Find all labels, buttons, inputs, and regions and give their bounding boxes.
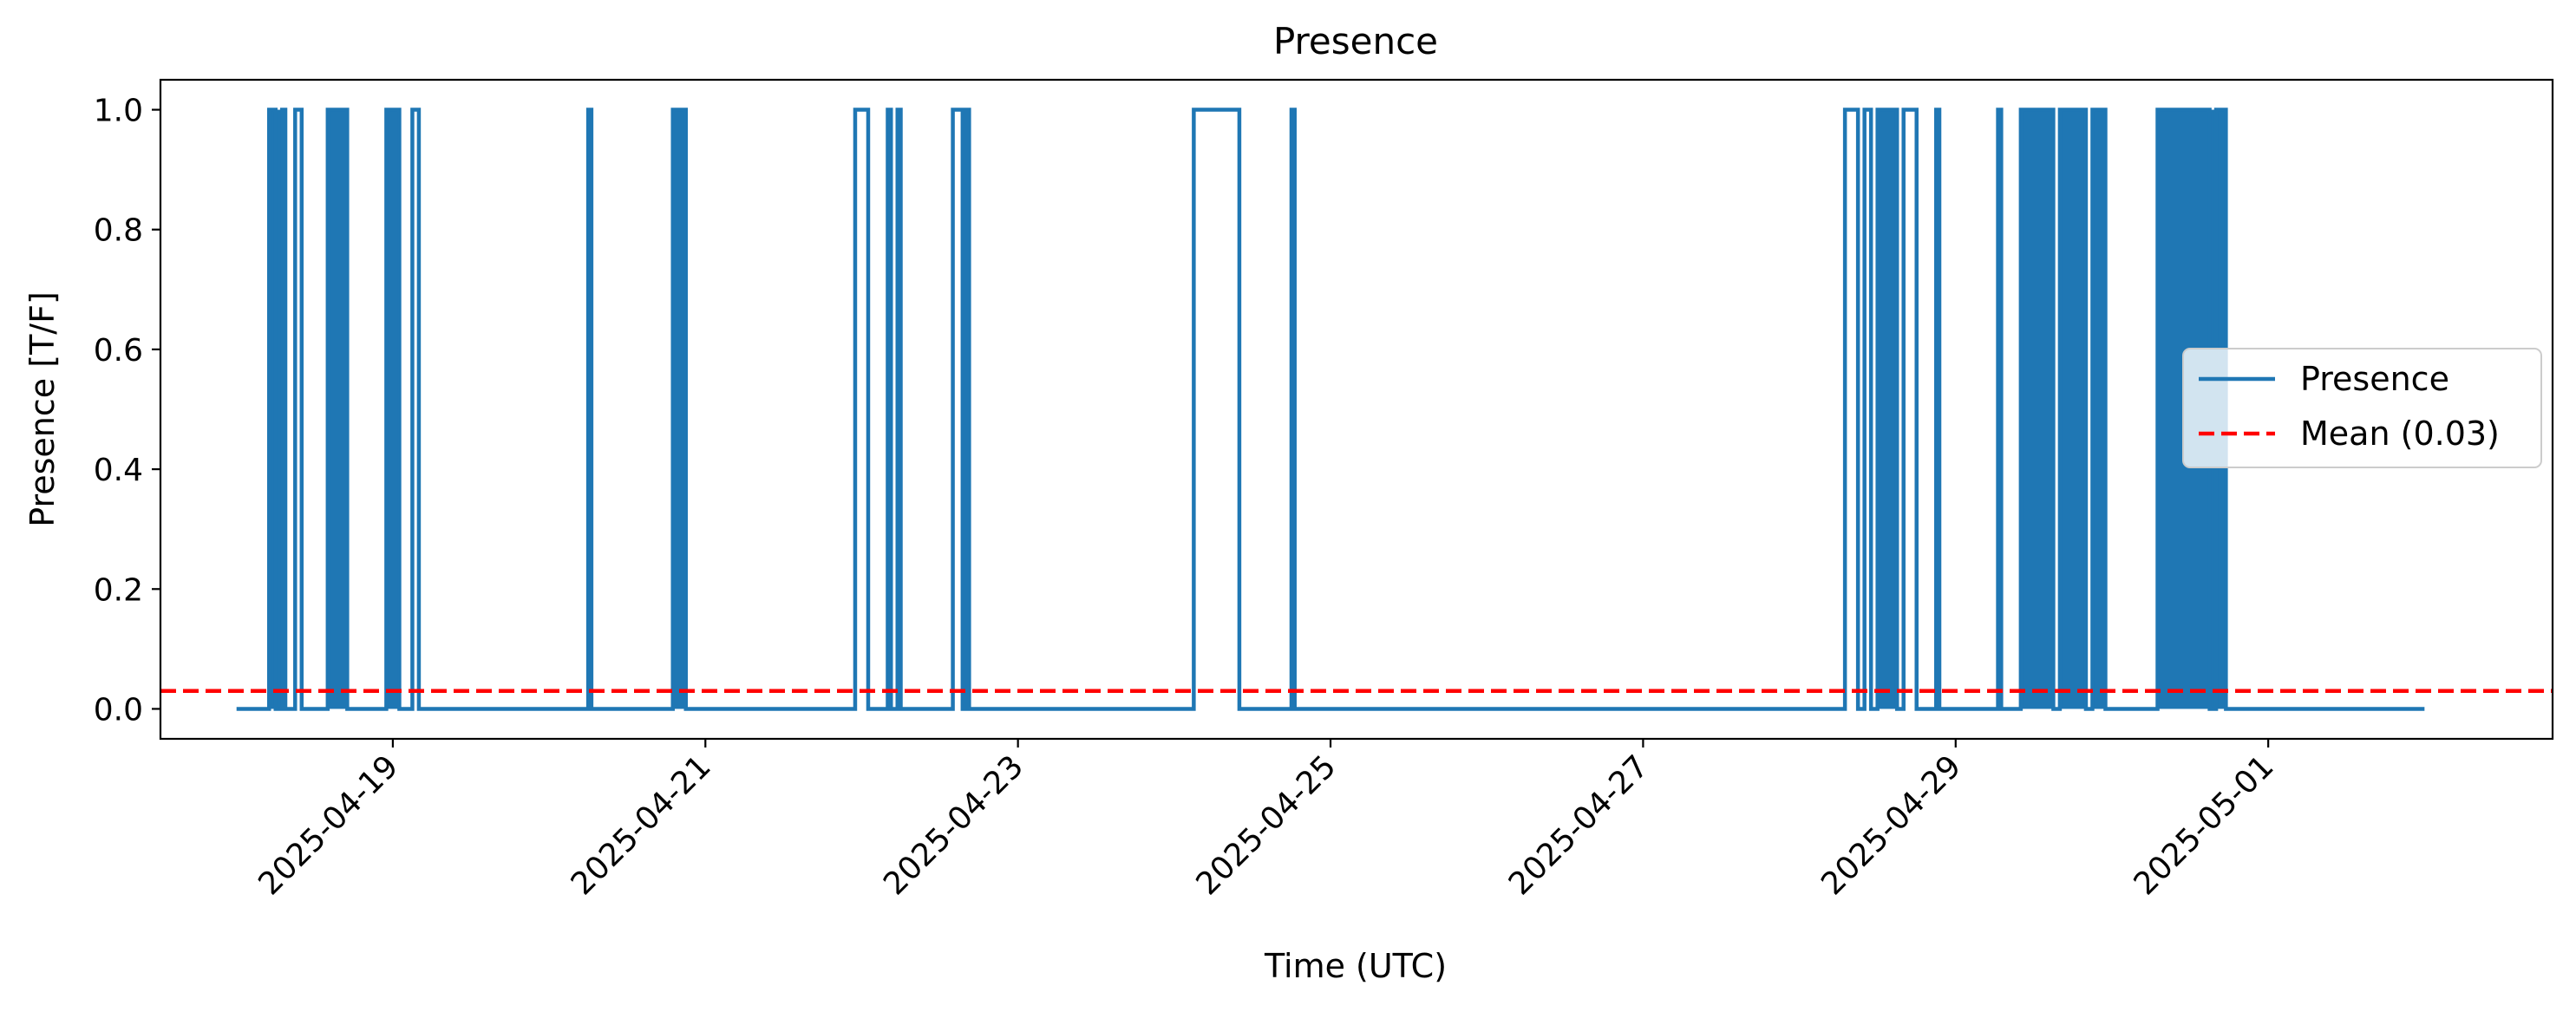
legend: Presence Mean (0.03): [2182, 348, 2542, 468]
presence-dense-block: [2059, 109, 2086, 709]
y-axis: 0.0 0.2 0.4 0.6 0.8 1.0: [94, 94, 160, 728]
presence-dense-block: [2020, 109, 2054, 709]
chart-title: Presence: [1273, 20, 1438, 62]
y-tick-label: 0.8: [94, 213, 143, 249]
presence-dense-block: [672, 109, 686, 709]
x-axis-label: Time (UTC): [1264, 947, 1447, 985]
presence-dense-block: [1877, 109, 1898, 709]
presence-series: [236, 108, 2425, 711]
presence-line: [236, 108, 2425, 711]
y-tick-label: 0.2: [94, 572, 143, 608]
y-tick-label: 0.0: [94, 692, 143, 728]
plot-area: [159, 78, 2554, 741]
presence-dense-block: [2092, 109, 2106, 709]
y-tick-label: 1.0: [94, 94, 143, 129]
presence-dense-block: [386, 109, 400, 709]
legend-mean-label: Mean (0.03): [2300, 415, 2500, 453]
legend-presence-label: Presence: [2300, 360, 2449, 398]
y-axis-label: Presence [T/F]: [23, 291, 62, 527]
y-tick-label: 0.6: [94, 333, 143, 369]
y-tick-label: 0.4: [94, 453, 143, 488]
presence-dense-block: [327, 109, 348, 709]
plot-frame: [159, 78, 2554, 741]
